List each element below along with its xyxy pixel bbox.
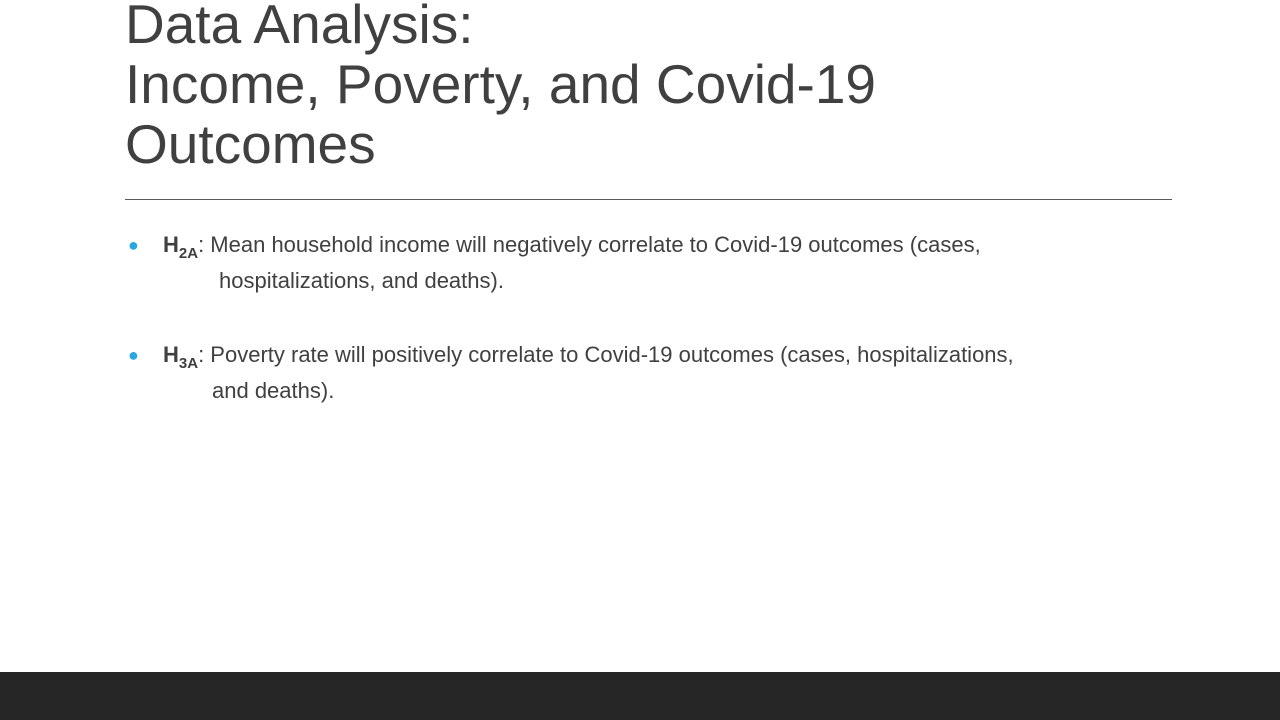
hypothesis-letter: H xyxy=(163,232,179,257)
bullet-dot-icon: ● xyxy=(128,235,139,255)
hypothesis-subscript: 2A xyxy=(178,245,199,262)
bullet-line-2: and deaths). xyxy=(212,378,335,403)
hypothesis-text: : Mean household income will negatively … xyxy=(198,232,981,257)
bullet-dot-icon: ● xyxy=(128,345,139,365)
hypothesis-subscript: 3A xyxy=(178,355,199,372)
title-line-2: Income, Poverty, and Covid-19 xyxy=(125,53,877,115)
title-divider xyxy=(125,199,1172,200)
bullet-line-2: hospitalizations, and deaths). xyxy=(219,268,504,293)
title-line-3: Outcomes xyxy=(125,113,376,175)
hypothesis-text: : Poverty rate will positively correlate… xyxy=(198,342,1014,367)
bullet-line-1: H3A: Poverty rate will positively correl… xyxy=(163,337,1014,376)
slide-title: Data Analysis: Income, Poverty, and Covi… xyxy=(125,0,1175,174)
bullet-line-1: H2A: Mean household income will negative… xyxy=(163,227,981,266)
footer-bar xyxy=(0,672,1280,720)
title-line-1: Data Analysis: xyxy=(125,0,474,55)
hypothesis-letter: H xyxy=(163,342,179,367)
